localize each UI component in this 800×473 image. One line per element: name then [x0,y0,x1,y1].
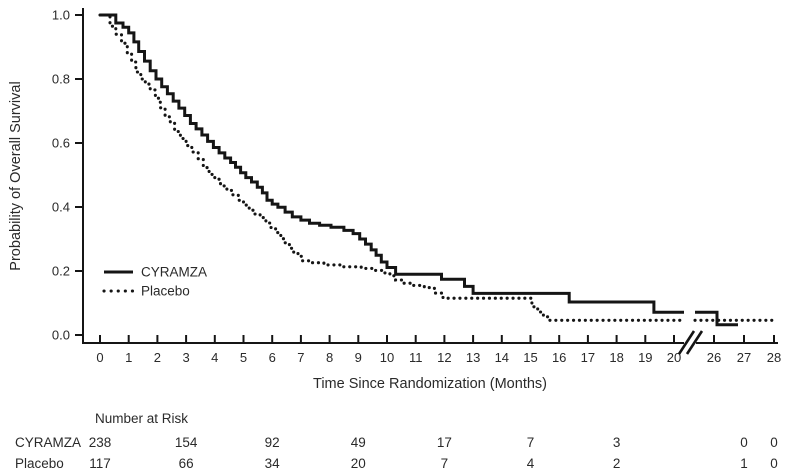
legend-label: CYRAMZA [141,265,207,280]
risk-value: 20 [350,456,366,471]
y-tick-label: 0.2 [52,264,70,279]
x-axis-title: Time Since Randomization (Months) [313,376,547,392]
chart-legend: CYRAMZA Placebo [102,265,207,299]
risk-value: 3 [612,435,621,450]
x-tick-label: 13 [466,350,480,365]
risk-row-label: Placebo [15,456,64,471]
risk-value: 92 [264,435,280,450]
survival-curves [98,13,776,327]
x-tick-label: 28 [767,350,781,365]
x-tick-label: 6 [269,350,276,365]
risk-value: 66 [178,456,194,471]
risk-value: 49 [350,435,366,450]
x-tick-label: 12 [437,350,451,365]
x-tick-label: 15 [523,350,537,365]
x-tick-label: 10 [380,350,394,365]
x-tick-label: 18 [609,350,623,365]
y-tick-label: 1.0 [52,8,70,23]
axis-break-slash [685,330,704,355]
x-tick-label: 5 [240,350,247,365]
y-tick-label: 0.4 [52,200,70,215]
axis-break-slash [677,330,696,355]
x-tick-label: 2 [154,350,161,365]
risk-value: 7 [440,456,449,471]
risk-value: 2 [612,456,621,471]
risk-value: 238 [88,435,112,450]
x-tick-label: 3 [182,350,189,365]
risk-value: 7 [526,435,535,450]
x-axis-break [677,330,704,355]
legend-label: Placebo [141,284,190,299]
risk-value: 0 [770,435,778,450]
axis-break-gap [684,339,696,348]
risk-value: 0 [770,456,778,471]
x-tick-label: 4 [211,350,218,365]
risk-value: 117 [89,456,111,471]
y-tick-label: 0.6 [52,136,70,151]
risk-value: 154 [174,435,198,450]
risk-value: 17 [436,435,452,450]
risk-value: 4 [526,456,535,471]
y-axis-title: Probability of Overall Survival [8,81,24,270]
risk-value: 1 [740,456,748,471]
placebo-curve [98,13,776,322]
x-tick-label: 27 [737,350,751,365]
x-tick-label: 9 [355,350,362,365]
x-tick-label: 1 [125,350,132,365]
x-tick-label: 16 [552,350,566,365]
survival-chart: 0.00.20.40.60.81.0 0 1 2 3 4 5 6 7 8 9 10 11 12 13 14 1… [8,8,781,393]
x-tick-label: 20 [667,350,681,365]
risk-row-label: CYRAMZA [15,435,82,450]
x-tick-label: 11 [409,350,423,365]
y-tick-label: 0.0 [52,328,70,343]
x-axis-ticks: 0 1 2 3 4 5 6 7 8 9 10 11 12 13 14 15 16 17 18 19 20 26 27 28 [96,335,781,365]
x-tick-label: 14 [495,350,509,365]
x-tick-label: 26 [707,350,721,365]
cyramza-curve [100,13,738,327]
risk-value: 34 [264,456,280,471]
risk-value: 0 [740,435,748,450]
x-tick-label: 17 [581,350,595,365]
x-tick-label: 7 [297,350,304,365]
y-axis-ticks: 0.0 0.2 0.4 0.6 0.8 1.0 [52,8,83,343]
x-tick-label: 19 [638,350,652,365]
x-tick-label: 8 [326,350,333,365]
y-tick-label: 0.8 [52,72,70,87]
x-tick-label: 0 [96,350,103,365]
risk-table-title: Number at Risk [95,411,189,426]
